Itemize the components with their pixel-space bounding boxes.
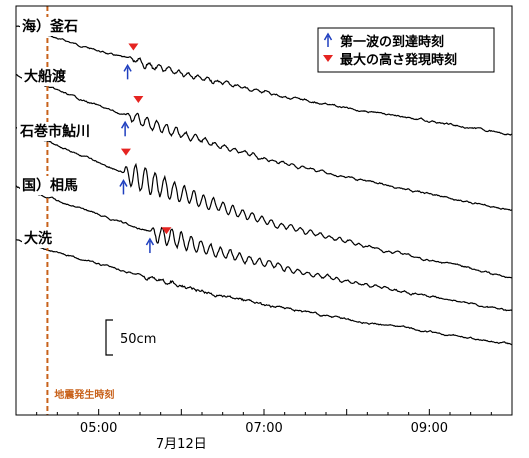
trace-line — [16, 127, 513, 279]
x-axis-label: 7月12日 — [156, 437, 207, 452]
station-label: 国）相馬 — [22, 177, 78, 194]
legend-first-wave: 第一波の到達時刻 — [340, 34, 444, 50]
up-arrow-icon — [323, 32, 333, 47]
x-tick-label: 05:00 — [80, 421, 117, 436]
trace-line — [15, 185, 513, 312]
label-background — [17, 122, 92, 141]
up-arrow-icon — [120, 120, 130, 137]
x-tick-label: 09:00 — [411, 421, 448, 436]
station-label: 大船渡 — [24, 68, 67, 85]
marker-layer — [119, 43, 172, 254]
trace-line — [15, 73, 513, 211]
x-axis: 05:00 07:00 09:00 7月12日 — [15, 409, 513, 452]
plot-frame — [15, 5, 513, 416]
down-triangle-icon — [161, 227, 172, 235]
quake-time-label: 地震発生時刻 — [54, 388, 114, 401]
label-background — [22, 229, 54, 248]
up-arrow-icon — [145, 237, 155, 254]
trace-line — [16, 239, 513, 346]
scale-label: 50cm — [120, 332, 156, 347]
station-label: 石巻市鮎川 — [19, 123, 90, 140]
down-triangle-icon — [133, 96, 144, 104]
station-label: 海）釜石 — [22, 18, 78, 35]
legend-box — [317, 27, 495, 73]
trace-layer — [15, 25, 513, 346]
label-background — [22, 67, 69, 86]
up-arrow-icon — [123, 63, 132, 80]
trace-line — [15, 25, 513, 136]
label-background — [20, 17, 80, 36]
scale-bracket — [105, 319, 113, 356]
station-label: 大洗 — [24, 230, 52, 247]
scale-bar: 50cm — [105, 319, 156, 356]
x-tick-label: 07:00 — [245, 421, 282, 436]
up-arrow-icon — [119, 178, 128, 195]
label-background — [20, 176, 80, 195]
down-triangle-icon — [120, 148, 131, 156]
down-triangle-icon — [128, 43, 139, 51]
legend-max-height: 最大の高さ発現時刻 — [340, 52, 457, 68]
down-triangle-icon — [323, 55, 333, 62]
